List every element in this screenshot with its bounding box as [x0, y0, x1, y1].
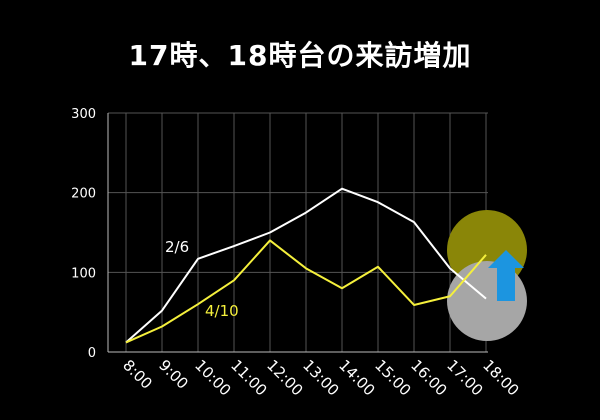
series-label-0: 2/6	[165, 238, 189, 256]
axes	[107, 113, 488, 353]
x-tick-label: 9:00	[155, 356, 192, 393]
x-tick-labels: 8:00 9:00 10:0011:0012:0013:0014:0015:0016…	[119, 356, 522, 399]
x-tick-label: 8:00	[119, 356, 156, 393]
x-tick-label: 10:00	[191, 356, 234, 399]
grid	[108, 112, 488, 353]
series-lines	[125, 187, 487, 344]
increase-annotation	[447, 210, 527, 341]
x-tick-label: 11:00	[227, 356, 270, 399]
y-tick-labels: 0 100 200 300	[71, 107, 96, 361]
series-line-1	[125, 239, 487, 344]
x-tick-label: 12:00	[263, 356, 306, 399]
x-tick-label: 18:00	[479, 356, 522, 399]
y-tick-label: 300	[71, 107, 96, 122]
x-tick-label: 13:00	[299, 356, 342, 399]
series-line-0	[125, 187, 487, 344]
up-arrow-icon	[488, 250, 524, 301]
series-label-1: 4/10	[205, 302, 239, 320]
x-tick-label: 14:00	[335, 356, 378, 399]
y-tick-label: 200	[71, 187, 96, 202]
x-tick-label: 17:00	[443, 356, 486, 399]
series-labels: 2/6 4/10	[165, 238, 239, 320]
y-tick-label: 0	[88, 346, 96, 361]
y-tick-label: 100	[71, 266, 96, 281]
x-tick-label: 15:00	[371, 356, 414, 399]
chart-title: 17時、18時台の来訪増加	[128, 39, 472, 72]
x-tick-label: 16:00	[407, 356, 450, 399]
